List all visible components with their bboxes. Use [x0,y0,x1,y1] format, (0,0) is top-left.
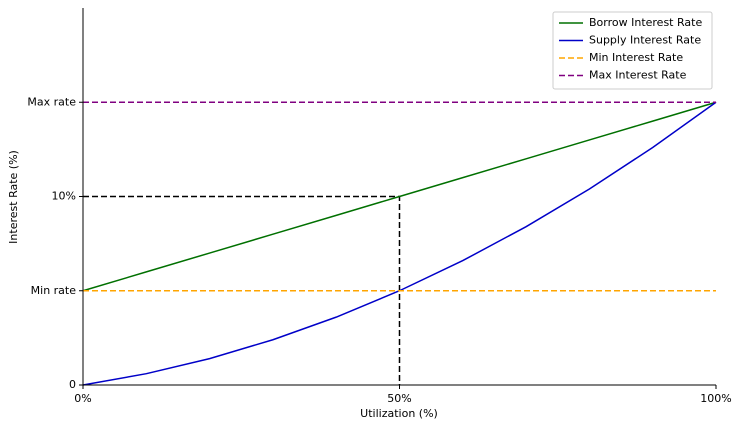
legend-label: Min Interest Rate [589,51,683,64]
y-tick-label: Min rate [31,284,77,297]
legend-label: Borrow Interest Rate [589,16,702,29]
x-tick-label: 50% [387,392,411,405]
y-axis-label: Interest Rate (%) [7,150,20,244]
legend-box [552,11,713,90]
legend-label: Supply Interest Rate [589,34,701,47]
x-tick-label: 100% [700,392,731,405]
x-tick-label: 0% [74,392,91,405]
series-line [82,101,717,292]
y-tick-label: 10% [52,190,76,203]
x-axis-label: Utilization (%) [360,407,438,420]
y-tick-label: Max rate [27,95,76,108]
y-tick-label: 0 [69,378,76,391]
legend-label: Max Interest Rate [589,69,687,82]
